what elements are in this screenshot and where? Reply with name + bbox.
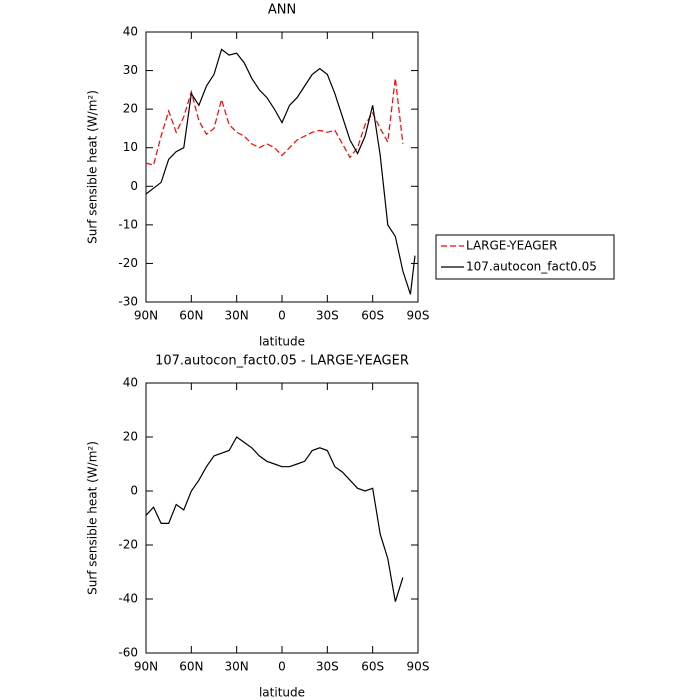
x-tick-label: 30S [316, 309, 339, 323]
chart-title: 107.autocon_fact0.05 - LARGE-YEAGER [155, 354, 409, 369]
y-tick-label: -20 [118, 538, 138, 552]
y-tick-label: -60 [118, 646, 138, 660]
data-line [145, 436, 404, 602]
chart-title: ANN [268, 3, 296, 18]
x-tick-label: 0 [278, 309, 286, 323]
y-tick-label: -40 [118, 592, 138, 606]
x-tick-label: 30N [225, 309, 249, 323]
legend-label: 107.autocon_fact0.05 [466, 260, 597, 274]
x-tick-label: 90S [407, 660, 430, 674]
x-tick-label: 30S [316, 660, 339, 674]
plot-frame [145, 31, 419, 303]
y-tick-label: 0 [130, 484, 138, 498]
x-tick-label: 90N [134, 309, 158, 323]
legend-label: LARGE-YEAGER [466, 239, 557, 253]
x-tick-label: 60N [179, 660, 203, 674]
y-tick-label: 40 [123, 376, 138, 390]
y-tick-label: -30 [118, 295, 138, 309]
x-tick-label: 90S [407, 309, 430, 323]
data-line [145, 48, 416, 295]
y-tick-label: 40 [123, 25, 138, 39]
y-tick-label: -10 [118, 217, 138, 231]
y-tick-label: 30 [123, 63, 138, 77]
y-tick-label: 20 [123, 102, 138, 116]
y-tick-label: 0 [130, 179, 138, 193]
y-axis-label: Surf sensible heat (W/m²) [86, 90, 100, 244]
data-line [145, 78, 404, 166]
x-axis-label: latitude [259, 686, 305, 700]
x-axis-label: latitude [259, 335, 305, 349]
x-tick-label: 60S [361, 660, 384, 674]
legend-box [435, 234, 615, 280]
y-tick-label: 10 [123, 140, 138, 154]
x-tick-label: 30N [225, 660, 249, 674]
x-tick-label: 60S [361, 309, 384, 323]
x-tick-label: 0 [278, 660, 286, 674]
x-tick-label: 60N [179, 309, 203, 323]
y-axis-label: Surf sensible heat (W/m²) [86, 441, 100, 595]
y-tick-label: 20 [123, 430, 138, 444]
y-tick-label: -20 [118, 256, 138, 270]
x-tick-label: 90N [134, 660, 158, 674]
